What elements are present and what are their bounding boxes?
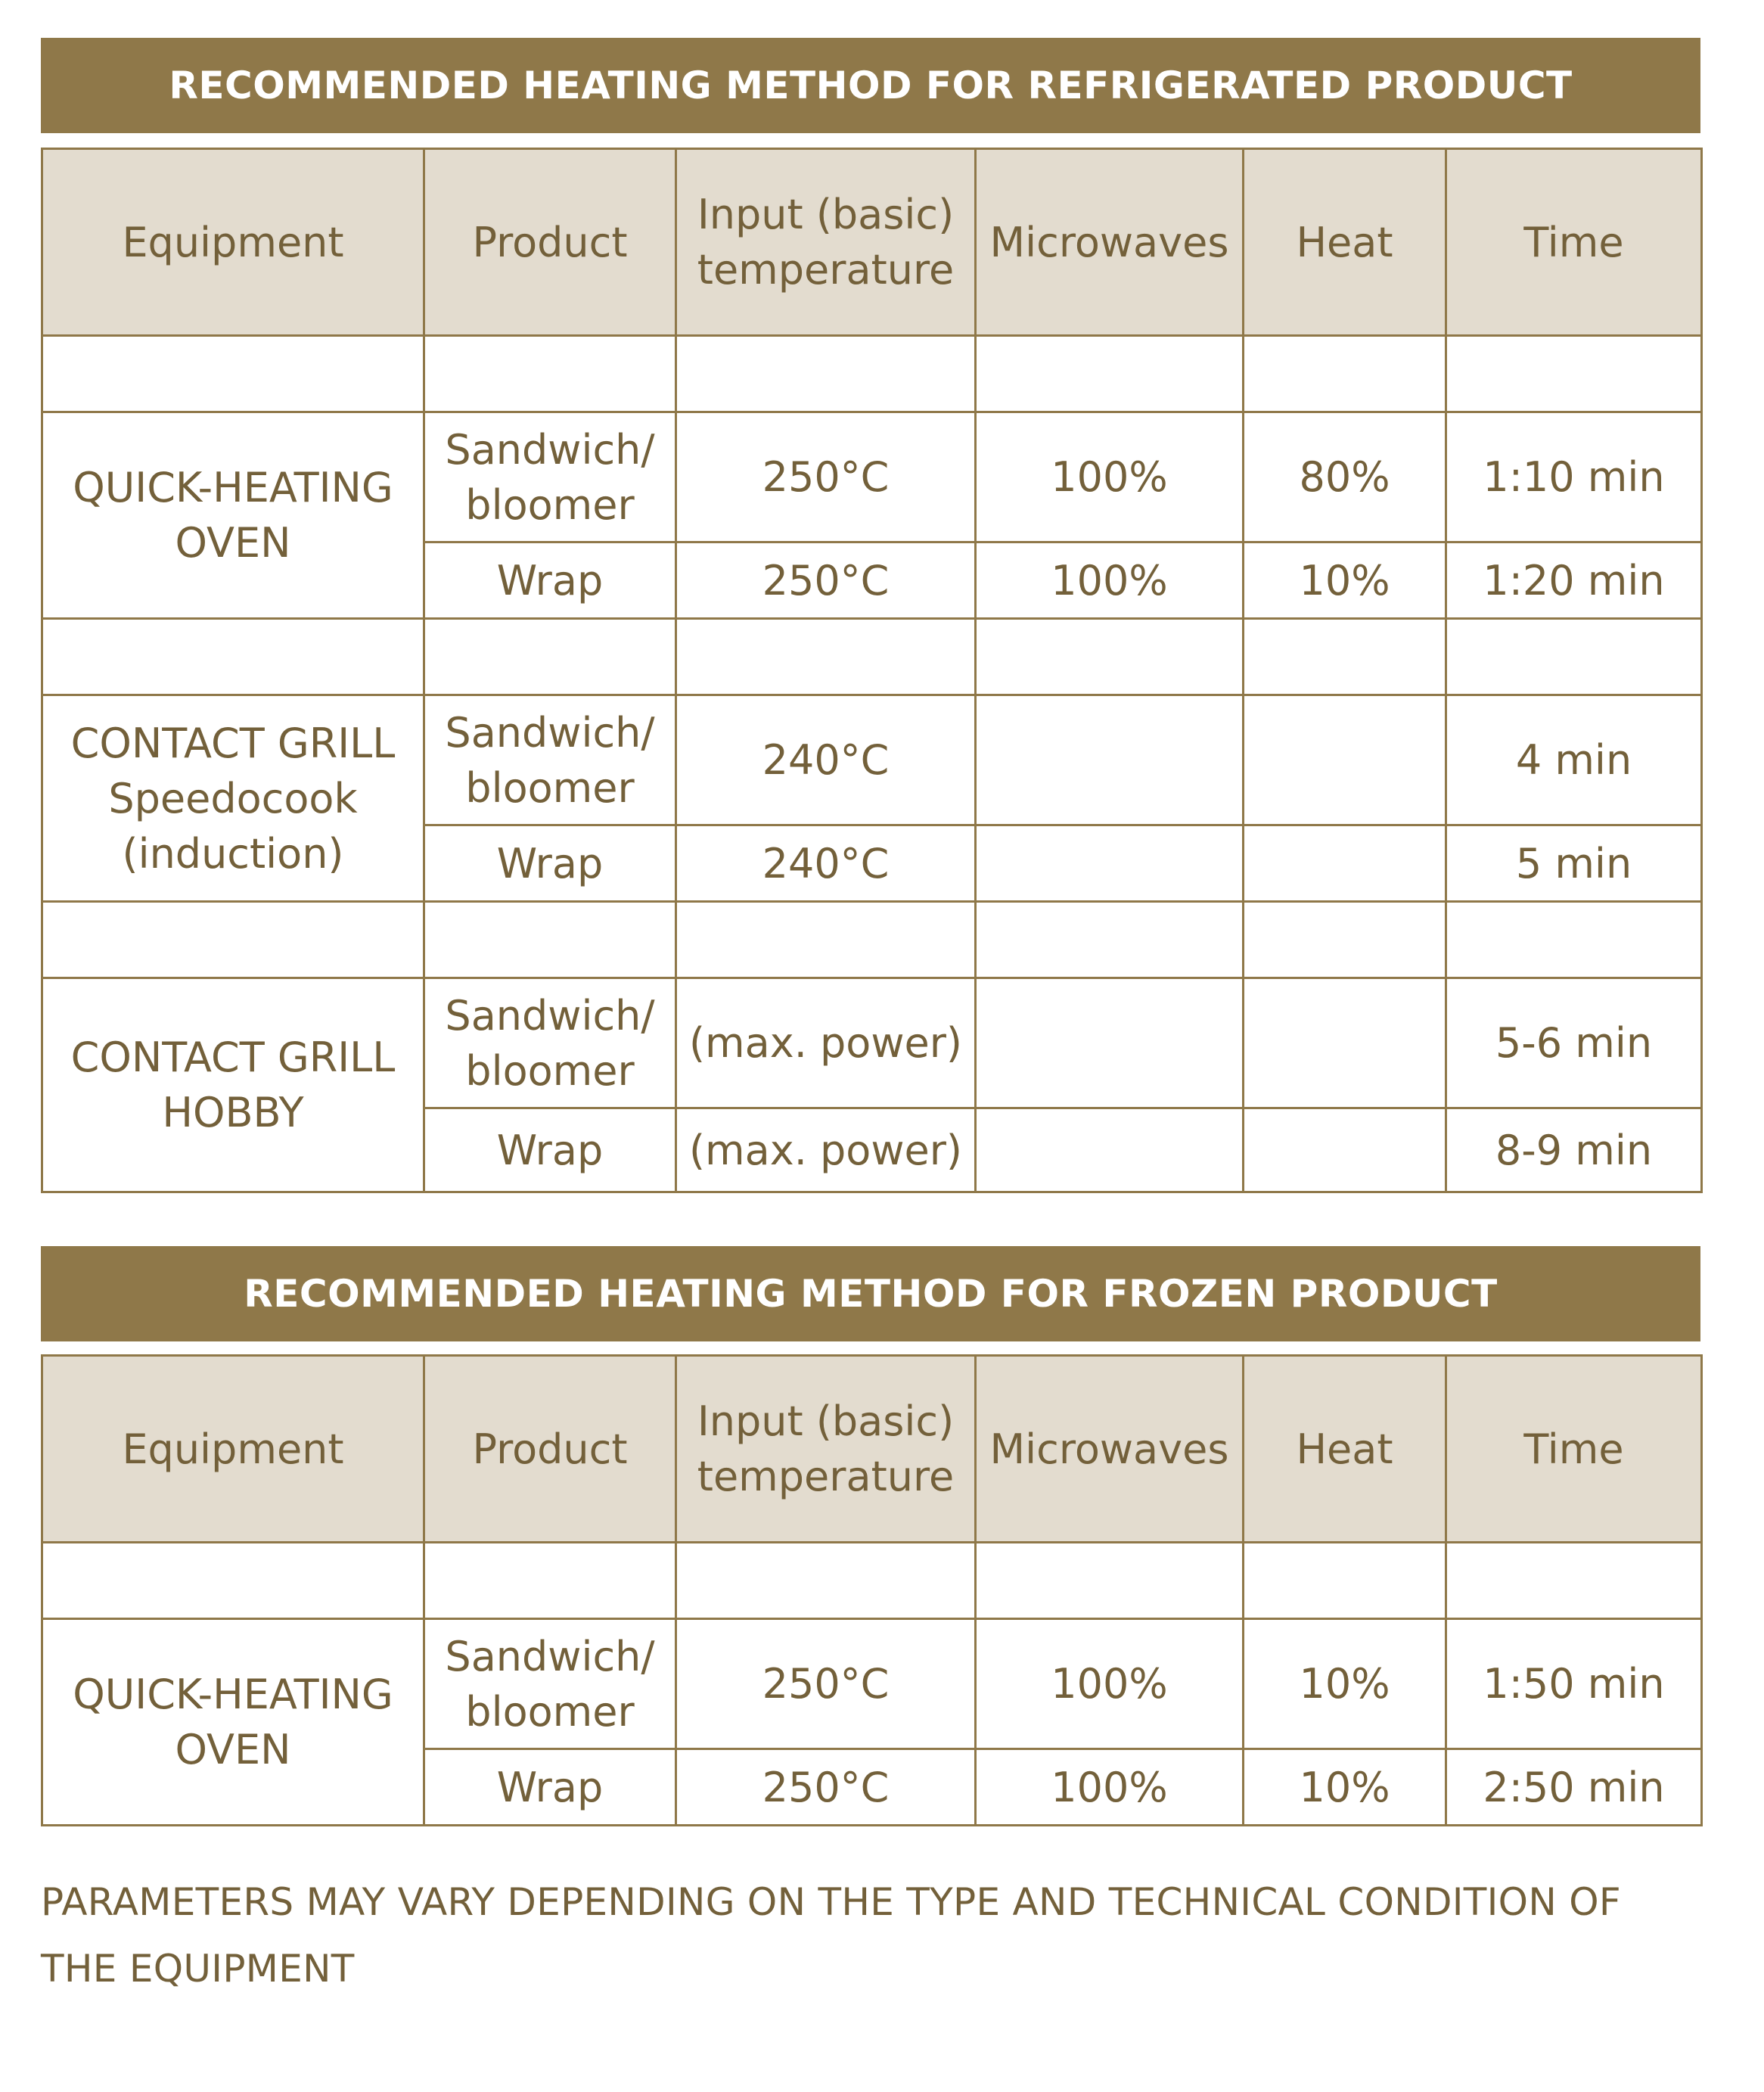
header-heat: Heat: [1242, 1354, 1447, 1543]
microwaves-cell: [974, 694, 1244, 826]
spacer-row: [41, 334, 1703, 413]
microwaves-cell: 100%: [974, 411, 1244, 543]
table-row: QUICK-HEATING OVEN Sandwich/ bloomer 250…: [41, 1618, 1703, 1826]
spacer-row: [41, 617, 1703, 696]
refrigerated-table: Equipment Product Input (basic) temperat…: [41, 148, 1703, 1193]
time-cell: 1:20 min: [1445, 541, 1703, 620]
product-cell: Wrap: [423, 541, 677, 620]
table-row: Wrap 250°C 100% 10% 2:50 min: [42, 1748, 1703, 1826]
refrigerated-title: RECOMMENDED HEATING METHOD FOR REFRIGERA…: [41, 38, 1700, 133]
time-cell: 2:50 min: [1445, 1748, 1703, 1826]
product-cell: Wrap: [423, 824, 677, 903]
header-microwaves: Microwaves: [974, 148, 1244, 337]
temperature-cell: (max. power): [675, 1107, 977, 1193]
microwaves-cell: [974, 977, 1244, 1109]
table-row: Wrap 240°C 5 min: [42, 824, 1703, 903]
heat-cell: 10%: [1242, 1618, 1447, 1750]
equipment-cell: QUICK-HEATING OVEN: [41, 1618, 425, 1826]
product-cell: Sandwich/ bloomer: [423, 1618, 677, 1750]
time-cell: 5-6 min: [1445, 977, 1703, 1109]
product-cell: Wrap: [423, 1107, 677, 1193]
header-temperature: Input (basic) temperature: [675, 148, 977, 337]
header-product: Product: [423, 148, 677, 337]
temperature-cell: 250°C: [675, 411, 977, 543]
equipment-cell: CONTACT GRILL HOBBY: [41, 977, 425, 1193]
header-time: Time: [1445, 1354, 1703, 1543]
time-cell: 1:10 min: [1445, 411, 1703, 543]
product-cell: Sandwich/ bloomer: [423, 977, 677, 1109]
heat-cell: 10%: [1242, 541, 1447, 620]
microwaves-cell: [974, 824, 1244, 903]
table-row: Wrap (max. power) 8-9 min: [42, 1107, 1703, 1193]
time-cell: 4 min: [1445, 694, 1703, 826]
product-cell: Sandwich/ bloomer: [423, 694, 677, 826]
heat-cell: 80%: [1242, 411, 1447, 543]
temperature-cell: 240°C: [675, 824, 977, 903]
frozen-title: RECOMMENDED HEATING METHOD FOR FROZEN PR…: [41, 1246, 1700, 1341]
footnote: PARAMETERS MAY VARY DEPENDING ON THE TYP…: [41, 1880, 1621, 1991]
table-row: CONTACT GRILL Speedocook (induction) San…: [41, 694, 1703, 903]
header-equipment: Equipment: [41, 148, 425, 337]
product-cell: Sandwich/ bloomer: [423, 411, 677, 543]
heat-cell: [1242, 824, 1447, 903]
table-row: CONTACT GRILL HOBBY Sandwich/ bloomer (m…: [41, 977, 1703, 1193]
equipment-cell: CONTACT GRILL Speedocook (induction): [41, 694, 425, 903]
table-header-row: Equipment Product Input (basic) temperat…: [41, 1354, 1703, 1543]
table-header-row: Equipment Product Input (basic) temperat…: [41, 148, 1703, 337]
header-time: Time: [1445, 148, 1703, 337]
time-cell: 1:50 min: [1445, 1618, 1703, 1750]
product-cell: Wrap: [423, 1748, 677, 1826]
temperature-cell: 250°C: [675, 541, 977, 620]
heat-cell: [1242, 694, 1447, 826]
heat-cell: [1242, 1107, 1447, 1193]
table-row: QUICK-HEATING OVEN Sandwich/ bloomer 250…: [41, 411, 1703, 620]
time-cell: 8-9 min: [1445, 1107, 1703, 1193]
microwaves-cell: 100%: [974, 541, 1244, 620]
table-row: Wrap 250°C 100% 10% 1:20 min: [42, 541, 1703, 620]
equipment-cell: QUICK-HEATING OVEN: [41, 411, 425, 620]
temperature-cell: 250°C: [675, 1748, 977, 1826]
header-heat: Heat: [1242, 148, 1447, 337]
header-temperature: Input (basic) temperature: [675, 1354, 977, 1543]
temperature-cell: 250°C: [675, 1618, 977, 1750]
temperature-cell: 240°C: [675, 694, 977, 826]
header-product: Product: [423, 1354, 677, 1543]
microwaves-cell: 100%: [974, 1748, 1244, 1826]
heat-cell: 10%: [1242, 1748, 1447, 1826]
frozen-table: Equipment Product Input (basic) temperat…: [41, 1354, 1703, 1826]
microwaves-cell: [974, 1107, 1244, 1193]
microwaves-cell: 100%: [974, 1618, 1244, 1750]
temperature-cell: (max. power): [675, 977, 977, 1109]
header-microwaves: Microwaves: [974, 1354, 1244, 1543]
header-equipment: Equipment: [41, 1354, 425, 1543]
spacer-row: [41, 1541, 1703, 1620]
spacer-row: [41, 900, 1703, 979]
time-cell: 5 min: [1445, 824, 1703, 903]
heat-cell: [1242, 977, 1447, 1109]
